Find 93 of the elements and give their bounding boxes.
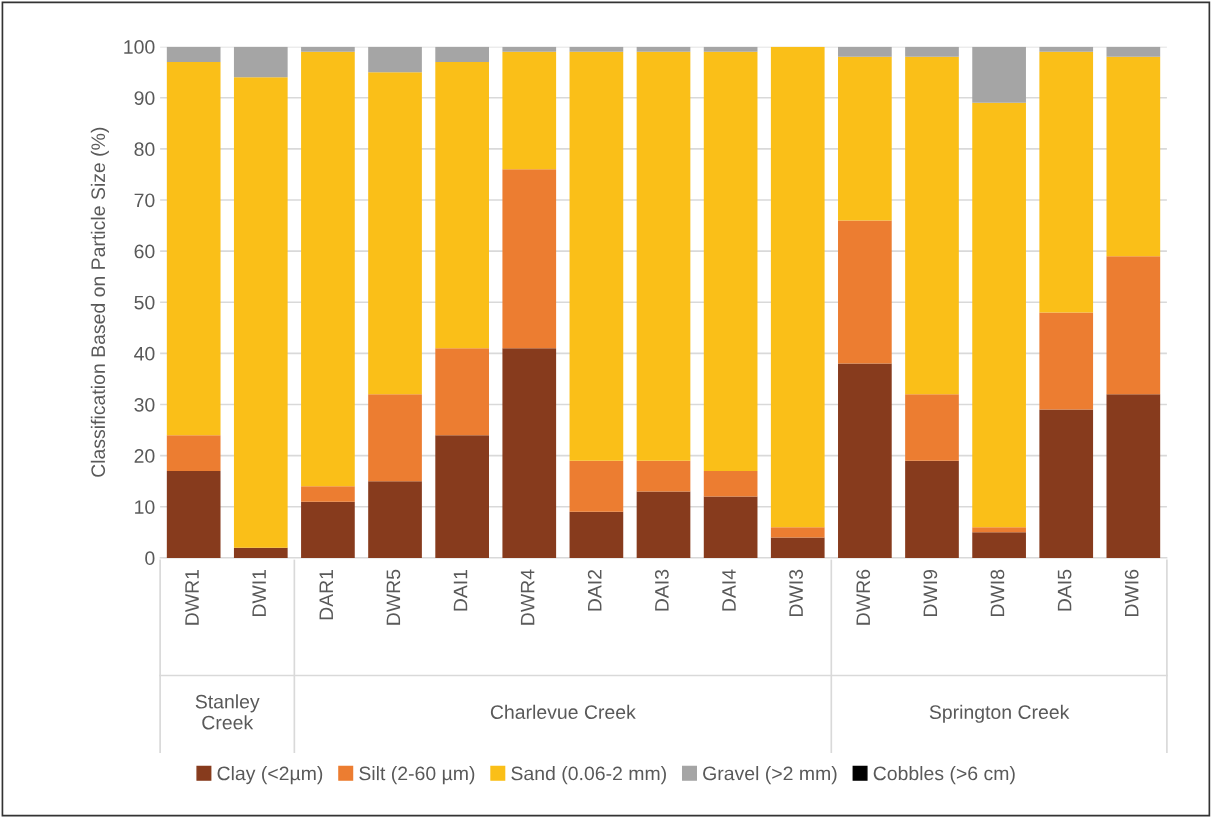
y-tick-label: 90 bbox=[134, 91, 155, 105]
x-tick-label: DWR6 bbox=[856, 569, 871, 625]
bar bbox=[1039, 312, 1094, 410]
bar bbox=[1039, 46, 1094, 52]
x-tick-label: DAI4 bbox=[722, 569, 736, 611]
bar bbox=[1106, 56, 1161, 257]
bar bbox=[435, 61, 489, 349]
bar bbox=[301, 51, 355, 487]
bar bbox=[368, 46, 422, 73]
bar bbox=[1039, 51, 1094, 313]
bar bbox=[1106, 46, 1161, 57]
x-tick-label: DWR4 bbox=[520, 569, 535, 625]
bar bbox=[1106, 256, 1161, 395]
bar bbox=[502, 348, 557, 558]
bar bbox=[1106, 394, 1161, 558]
x-tick-label: DWI9 bbox=[923, 569, 938, 616]
bar bbox=[703, 496, 758, 558]
x-tick-label: DAI2 bbox=[587, 569, 602, 611]
legend-label: Silt (2-60 µm) bbox=[359, 766, 475, 785]
bar bbox=[435, 348, 489, 436]
bar bbox=[770, 537, 825, 558]
legend-label: Clay (<2µm) bbox=[217, 766, 323, 785]
bar bbox=[1039, 409, 1094, 558]
text: Springton Creek bbox=[929, 704, 1070, 723]
bar bbox=[368, 72, 422, 395]
y-tick-label: 30 bbox=[134, 397, 155, 412]
bar bbox=[838, 363, 892, 558]
bar bbox=[838, 56, 892, 221]
y-tick-label: 70 bbox=[134, 193, 155, 208]
bar bbox=[569, 51, 624, 461]
bar bbox=[569, 46, 624, 52]
y-tick-label: 40 bbox=[134, 346, 155, 361]
bar bbox=[166, 61, 221, 436]
y-tick-label: 60 bbox=[134, 244, 155, 259]
bar bbox=[435, 46, 489, 62]
x-tick-label: DWI8 bbox=[990, 569, 1005, 616]
y-tick-label: 0 bbox=[145, 551, 155, 566]
bar bbox=[368, 394, 422, 482]
bar bbox=[636, 46, 691, 52]
bar bbox=[233, 46, 288, 78]
bar bbox=[636, 51, 691, 461]
y-tick-label: 20 bbox=[134, 449, 155, 463]
bar bbox=[703, 51, 758, 471]
bar bbox=[502, 169, 557, 349]
bar bbox=[972, 532, 1026, 558]
text: Stanley Creek bbox=[195, 694, 260, 730]
bar bbox=[569, 511, 624, 558]
bar bbox=[703, 46, 758, 52]
bar bbox=[703, 470, 758, 497]
x-tick-label: DWI3 bbox=[789, 569, 803, 616]
bar bbox=[502, 46, 557, 52]
legend-label: Gravel (>2 mm) bbox=[703, 766, 837, 785]
x-tick-label: DAI5 bbox=[1057, 569, 1072, 611]
y-tick-label: 100 bbox=[124, 40, 155, 54]
bar bbox=[301, 501, 355, 558]
bar bbox=[770, 46, 825, 528]
bar bbox=[838, 46, 892, 57]
x-tick-label: DAI1 bbox=[453, 569, 468, 611]
y-tick-label: 50 bbox=[134, 295, 155, 310]
bar bbox=[905, 56, 959, 395]
legend-label: Cobbles (>6 cm) bbox=[873, 766, 1015, 785]
bar bbox=[233, 77, 288, 548]
x-tick-label: DAR1 bbox=[319, 569, 333, 620]
legend-label: Sand (0.06-2 mm) bbox=[511, 766, 666, 785]
bar bbox=[972, 46, 1026, 103]
bar bbox=[972, 102, 1026, 528]
bar bbox=[502, 51, 557, 170]
bar bbox=[636, 460, 691, 492]
bar bbox=[569, 460, 624, 512]
bar bbox=[166, 435, 221, 471]
bar bbox=[233, 547, 288, 558]
text: Charlevue Creek bbox=[490, 704, 636, 720]
bar bbox=[368, 481, 422, 558]
x-tick-label: DWR5 bbox=[386, 569, 401, 625]
y-tick-label: 10 bbox=[135, 500, 155, 514]
bar bbox=[301, 486, 355, 502]
x-tick-label: DAI3 bbox=[654, 569, 669, 611]
bar bbox=[166, 470, 221, 558]
bar bbox=[636, 491, 691, 558]
bar bbox=[166, 46, 221, 62]
bar bbox=[770, 527, 825, 538]
bar bbox=[905, 46, 959, 57]
bar bbox=[905, 460, 959, 558]
y-tick-label: 80 bbox=[134, 142, 155, 157]
bar bbox=[838, 220, 892, 364]
x-tick-label: DWR1 bbox=[185, 569, 199, 625]
x-tick-label: DWI1 bbox=[252, 569, 266, 616]
bar bbox=[905, 394, 959, 461]
bar bbox=[435, 435, 489, 558]
bar bbox=[972, 527, 1026, 533]
y-axis-title: Classification Based on Particle Size (%) bbox=[90, 127, 109, 477]
x-tick-label: DWI6 bbox=[1124, 569, 1139, 616]
bar bbox=[301, 46, 355, 52]
